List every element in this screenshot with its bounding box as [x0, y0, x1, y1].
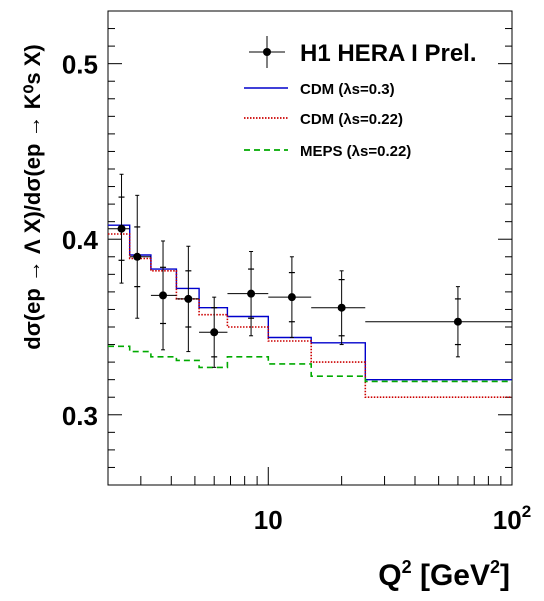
axis-tick-labels: 0.3 0.4 0.5 10 102	[62, 50, 531, 535]
data-point	[184, 294, 193, 303]
data-points	[108, 173, 512, 368]
x-tick-label: 10	[254, 505, 283, 535]
model-curves	[108, 224, 512, 398]
data-point	[287, 293, 296, 302]
data-point	[117, 224, 126, 233]
y-axis-label: dσ(ep → Λ X)/dσ(ep → K⁰s X)	[20, 44, 45, 349]
y-tick-label: 0.4	[62, 225, 99, 255]
x-axis-label: Q2 [GeV2]	[378, 557, 510, 592]
legend-label-1: CDM (λs=0.22)	[300, 111, 403, 128]
legend-label-2: MEPS (λs=0.22)	[300, 143, 411, 160]
plot-border	[107, 10, 513, 486]
legend-label-data: H1 HERA I Prel.	[300, 40, 477, 67]
data-point	[210, 328, 219, 337]
legend: H1 HERA I Prel. CDM (λs=0.3) CDM (λs=0.22)…	[244, 36, 477, 160]
y-tick-label: 0.3	[62, 401, 98, 431]
series-1-step-line	[108, 233, 512, 398]
data-point	[133, 252, 142, 261]
data-point	[453, 317, 462, 326]
series-2-step-line	[108, 345, 512, 383]
axis-ticks	[108, 10, 513, 486]
plot-frame	[107, 10, 513, 486]
data-point	[247, 289, 256, 298]
y-tick-label: 0.5	[62, 50, 98, 80]
legend-label-0: CDM (λs=0.3)	[300, 81, 395, 98]
legend-marker	[263, 48, 271, 56]
data-point	[159, 291, 168, 300]
data-point	[337, 303, 346, 312]
x-tick-label: 102	[493, 502, 531, 535]
